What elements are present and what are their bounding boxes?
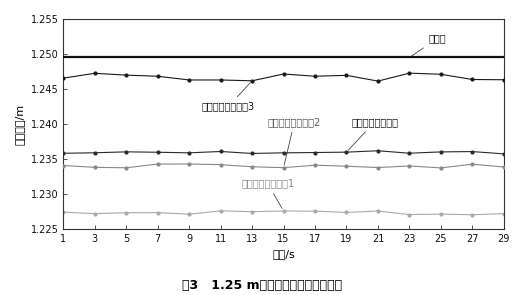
Text: 标准值: 标准值 xyxy=(412,34,446,56)
Text: 图3   1.25 m水位静止状态时液位折线: 图3 1.25 m水位静止状态时液位折线 xyxy=(183,279,342,292)
X-axis label: 时间/s: 时间/s xyxy=(272,249,295,259)
Text: 微压力液位变送器2: 微压力液位变送器2 xyxy=(268,117,321,165)
Text: 微压力液位变送器1: 微压力液位变送器1 xyxy=(241,178,294,209)
Text: 微压力液位变送器3: 微压力液位变送器3 xyxy=(202,83,255,112)
Text: 投入式液位变送器: 投入式液位变送器 xyxy=(349,117,398,150)
Y-axis label: 水位高度/m: 水位高度/m xyxy=(15,104,25,145)
